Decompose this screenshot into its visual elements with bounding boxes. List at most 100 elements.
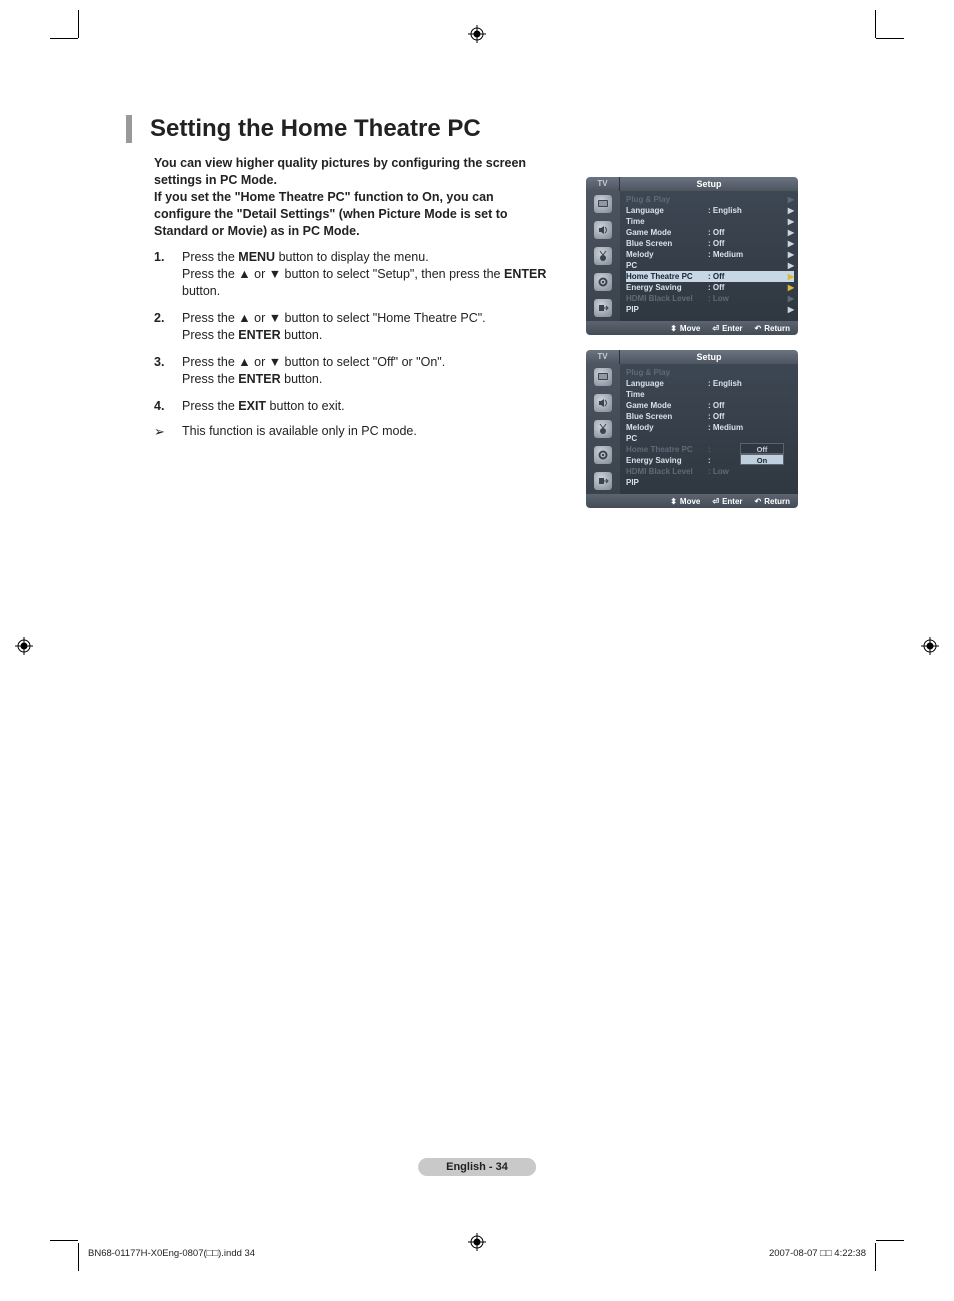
osd-footer-return: ↶Return	[755, 324, 790, 333]
osd-menu-2: TV Setup Plug & PlayLanguage: EnglishTim…	[586, 350, 798, 508]
sound-icon	[594, 221, 612, 239]
trim-mark	[875, 10, 876, 38]
osd-row: Language: English▶	[626, 205, 794, 216]
osd-row: Plug & Play▶	[626, 194, 794, 205]
osd-row-value: : Off	[708, 239, 786, 248]
osd-row-label: PC	[626, 434, 708, 443]
step-number: 4.	[154, 398, 182, 415]
sound-icon	[594, 394, 612, 412]
input-icon	[594, 299, 612, 317]
osd-row-value: : Off	[708, 412, 794, 421]
trim-mark	[78, 10, 79, 38]
osd-footer-label: Return	[764, 497, 790, 506]
osd-row-label: Plug & Play	[626, 368, 708, 377]
enter-icon: ⏎	[712, 497, 719, 506]
trim-mark	[50, 1240, 78, 1241]
trim-mark	[876, 38, 904, 39]
print-timestamp: 2007-08-07 □□ 4:22:38	[769, 1248, 866, 1259]
channel-icon	[594, 420, 612, 438]
osd-row: PC▶	[626, 260, 794, 271]
setup-icon	[594, 446, 612, 464]
osd-row-label: Energy Saving	[626, 283, 708, 292]
osd-row-label: Melody	[626, 423, 708, 432]
osd-row: Time▶	[626, 216, 794, 227]
osd-body: Plug & Play▶Language: English▶Time▶Game …	[586, 191, 798, 321]
chevron-right-icon: ▶	[786, 239, 794, 248]
osd-row-label: Language	[626, 206, 708, 215]
print-footer: BN68-01177H-X0Eng-0807(□□).indd 34 2007-…	[88, 1248, 866, 1259]
osd-footer-label: Move	[680, 324, 700, 333]
osd-row-label: Blue Screen	[626, 412, 708, 421]
osd-footer-move: ⬍Move	[670, 497, 700, 506]
note-text: This function is available only in PC mo…	[182, 424, 554, 438]
osd-footer-enter: ⏎Enter	[712, 324, 742, 333]
step-item: 4.Press the EXIT button to exit.	[154, 398, 554, 415]
move-icon: ⬍	[670, 497, 677, 506]
osd-row-value: : Off	[708, 272, 786, 281]
osd-footer-label: Move	[680, 497, 700, 506]
step-item: 1.Press the MENU button to display the m…	[154, 249, 554, 300]
osd-row-label: Energy Saving	[626, 456, 708, 465]
registration-mark-icon	[921, 637, 939, 655]
osd-option: Off	[740, 443, 784, 454]
osd-row-value: : English	[708, 379, 794, 388]
osd-row-label: HDMI Black Level	[626, 467, 708, 476]
osd-row-value: : Off	[708, 228, 786, 237]
osd-tv-label: TV	[586, 350, 620, 364]
enter-icon: ⏎	[712, 324, 719, 333]
input-icon	[594, 472, 612, 490]
step-number: 2.	[154, 310, 182, 344]
osd-row: Blue Screen: Off▶	[626, 238, 794, 249]
return-icon: ↶	[755, 497, 762, 506]
osd-footer-label: Enter	[722, 324, 742, 333]
step-number: 1.	[154, 249, 182, 300]
osd-header: TV Setup	[586, 177, 798, 191]
page-title: Setting the Home Theatre PC	[150, 115, 826, 143]
osd-row-value: : Low	[708, 294, 786, 303]
trim-mark	[78, 1243, 79, 1271]
osd-row: Plug & Play	[626, 367, 794, 378]
osd-body: Plug & PlayLanguage: EnglishTimeGame Mod…	[586, 364, 798, 494]
channel-icon	[594, 247, 612, 265]
chevron-right-icon: ▶	[786, 272, 794, 281]
osd-row-label: Melody	[626, 250, 708, 259]
picture-icon	[594, 195, 612, 213]
osd-footer-enter: ⏎Enter	[712, 497, 742, 506]
osd-row: Home Theatre PC:OffOn	[626, 444, 794, 455]
osd-title: Setup	[620, 177, 798, 191]
osd-row: Melody: Medium	[626, 422, 794, 433]
intro-line: You can view higher quality pictures by …	[154, 156, 526, 187]
osd-row: Time	[626, 389, 794, 400]
step-item: 3.Press the ▲ or ▼ button to select "Off…	[154, 354, 554, 388]
osd-row: Blue Screen: Off	[626, 411, 794, 422]
registration-mark-icon	[468, 25, 486, 43]
chevron-right-icon: ▶	[786, 206, 794, 215]
osd-tv-label: TV	[586, 177, 620, 191]
osd-list: Plug & Play▶Language: English▶Time▶Game …	[620, 191, 798, 321]
osd-row-label: Plug & Play	[626, 195, 708, 204]
osd-header: TV Setup	[586, 350, 798, 364]
osd-row: HDMI Black Level: Low	[626, 466, 794, 477]
osd-footer-move: ⬍Move	[670, 324, 700, 333]
osd-row-label: Home Theatre PC	[626, 272, 708, 281]
osd-row: Energy Saving: Off▶	[626, 282, 794, 293]
osd-row-value: : Off	[708, 401, 794, 410]
step-body: Press the EXIT button to exit.	[182, 398, 554, 415]
osd-icon-strip	[586, 191, 620, 321]
note-row: ➢ This function is available only in PC …	[154, 424, 554, 440]
chevron-right-icon: ▶	[786, 250, 794, 259]
step-number: 3.	[154, 354, 182, 388]
picture-icon	[594, 368, 612, 386]
osd-footer: ⬍Move ⏎Enter ↶Return	[586, 494, 798, 508]
step-body: Press the MENU button to display the men…	[182, 249, 554, 300]
chevron-right-icon: ▶	[786, 305, 794, 314]
osd-row-label: Blue Screen	[626, 239, 708, 248]
trim-mark	[876, 1240, 904, 1241]
osd-footer-label: Enter	[722, 497, 742, 506]
note-arrow-icon: ➢	[154, 424, 182, 440]
step-item: 2.Press the ▲ or ▼ button to select "Hom…	[154, 310, 554, 344]
osd-row: Energy Saving:	[626, 455, 794, 466]
intro-text: You can view higher quality pictures by …	[154, 155, 544, 239]
osd-footer: ⬍Move ⏎Enter ↶Return	[586, 321, 798, 335]
step-body: Press the ▲ or ▼ button to select "Home …	[182, 310, 554, 344]
